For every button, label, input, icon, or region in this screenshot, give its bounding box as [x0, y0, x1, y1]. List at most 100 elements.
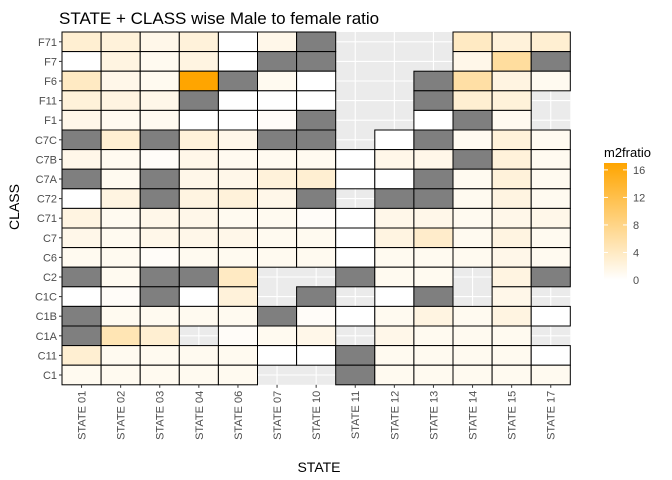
heatmap-tile [413, 109, 454, 131]
heatmap-tile [374, 247, 415, 268]
heatmap-tile [491, 266, 532, 288]
heatmap-tile [413, 364, 454, 386]
heatmap-tile [61, 305, 102, 327]
heatmap-tile [335, 168, 376, 190]
heatmap-tile [413, 90, 454, 111]
heatmap-tile [61, 227, 102, 249]
heatmap-tile [452, 51, 493, 72]
heatmap-tile [217, 325, 258, 347]
y-tick-label: C7A [36, 174, 58, 186]
heatmap-tile [217, 227, 258, 249]
y-tick-label: C2 [43, 272, 57, 284]
heatmap-tile [178, 168, 219, 190]
y-tick-label: C1B [36, 311, 57, 323]
legend-break-label: 4 [633, 247, 639, 259]
heatmap-tile [257, 168, 298, 190]
heatmap-tile [413, 345, 454, 366]
legend-break-label: 16 [633, 165, 645, 177]
chart-title: STATE + CLASS wise Male to female ratio [59, 9, 379, 28]
heatmap-tile [374, 325, 415, 347]
y-tick-label: C7B [36, 154, 57, 166]
legend-colorbar [604, 163, 627, 280]
heatmap-tile [452, 227, 493, 249]
legend-break-label: 0 [633, 275, 639, 287]
heatmap-tile [217, 247, 258, 268]
heatmap-tile [491, 247, 532, 268]
heatmap-tile [178, 266, 219, 288]
y-tick-label: C7C [35, 135, 57, 147]
heatmap-tile [491, 31, 532, 53]
heatmap-tile [296, 207, 337, 229]
heatmap-tile [530, 305, 571, 327]
heatmap-tile [335, 305, 376, 327]
heatmap-tile [530, 188, 571, 209]
heatmap-tile [374, 168, 415, 190]
heatmap-tile [217, 31, 258, 53]
heatmap-tile [491, 325, 532, 347]
heatmap-tile [335, 266, 376, 288]
heatmap-tile [139, 305, 180, 327]
heatmap-tile [61, 188, 102, 209]
heatmap-tile [296, 129, 337, 151]
heatmap-tile [217, 90, 258, 111]
heatmap-tile [491, 305, 532, 327]
heatmap-tile [335, 149, 376, 170]
heatmap-tile [139, 149, 180, 170]
heatmap-tile [217, 129, 258, 151]
heatmap-tile [296, 188, 337, 209]
heatmap-tile [452, 31, 493, 53]
legend-break-label: 12 [633, 192, 645, 204]
heatmap-tile [61, 168, 102, 190]
heatmap-tile [139, 207, 180, 229]
heatmap-tile [530, 70, 571, 92]
heatmap-tile [257, 188, 298, 209]
x-tick-label: STATE 10 [311, 391, 323, 440]
heatmap-tile [257, 51, 298, 72]
heatmap-tile [413, 325, 454, 347]
heatmap-tile [257, 325, 298, 347]
heatmap-tile [139, 286, 180, 307]
heatmap-tile [374, 364, 415, 386]
heatmap-tile [257, 129, 298, 151]
y-tick-label: F1 [44, 115, 57, 127]
heatmap-tile [178, 247, 219, 268]
heatmap-tile [257, 227, 298, 249]
heatmap-tile [61, 109, 102, 131]
heatmap-tile [178, 31, 219, 53]
y-tick-label: C7 [43, 233, 57, 245]
heatmap-tile [61, 90, 102, 111]
heatmap-tile [139, 227, 180, 249]
heatmap-tile [217, 168, 258, 190]
heatmap-tile [413, 305, 454, 327]
heatmap-tile [413, 227, 454, 249]
heatmap-tile [335, 345, 376, 366]
y-axis-title: CLASS [6, 184, 22, 230]
x-tick-label: STATE 04 [194, 391, 206, 440]
heatmap-tile [413, 149, 454, 170]
heatmap-tile [296, 31, 337, 53]
heatmap-tile [61, 247, 102, 268]
heatmap-tile [257, 70, 298, 92]
heatmap-tile [491, 364, 532, 386]
heatmap-tile [139, 51, 180, 72]
heatmap-tile [374, 345, 415, 366]
heatmap-tile [452, 70, 493, 92]
heatmap-tile [296, 90, 337, 111]
y-tick-label: F6 [44, 76, 57, 88]
heatmap-tile [217, 207, 258, 229]
heatmap-tile [217, 109, 258, 131]
y-tick-label: F11 [39, 96, 57, 108]
heatmap-tile [139, 31, 180, 53]
heatmap-tile [374, 266, 415, 288]
heatmap-tile [139, 266, 180, 288]
heatmap-tile [530, 129, 571, 151]
heatmap-tile [491, 227, 532, 249]
y-tick-label: C1A [36, 331, 58, 343]
heatmap-tile [139, 90, 180, 111]
heatmap-tile [257, 305, 298, 327]
legend: m2fratio 16 12 8 4 0 [604, 145, 651, 287]
heatmap-tile [257, 345, 298, 366]
heatmap-tile [100, 70, 141, 92]
heatmap-tile [178, 345, 219, 366]
heatmap-tile [178, 305, 219, 327]
